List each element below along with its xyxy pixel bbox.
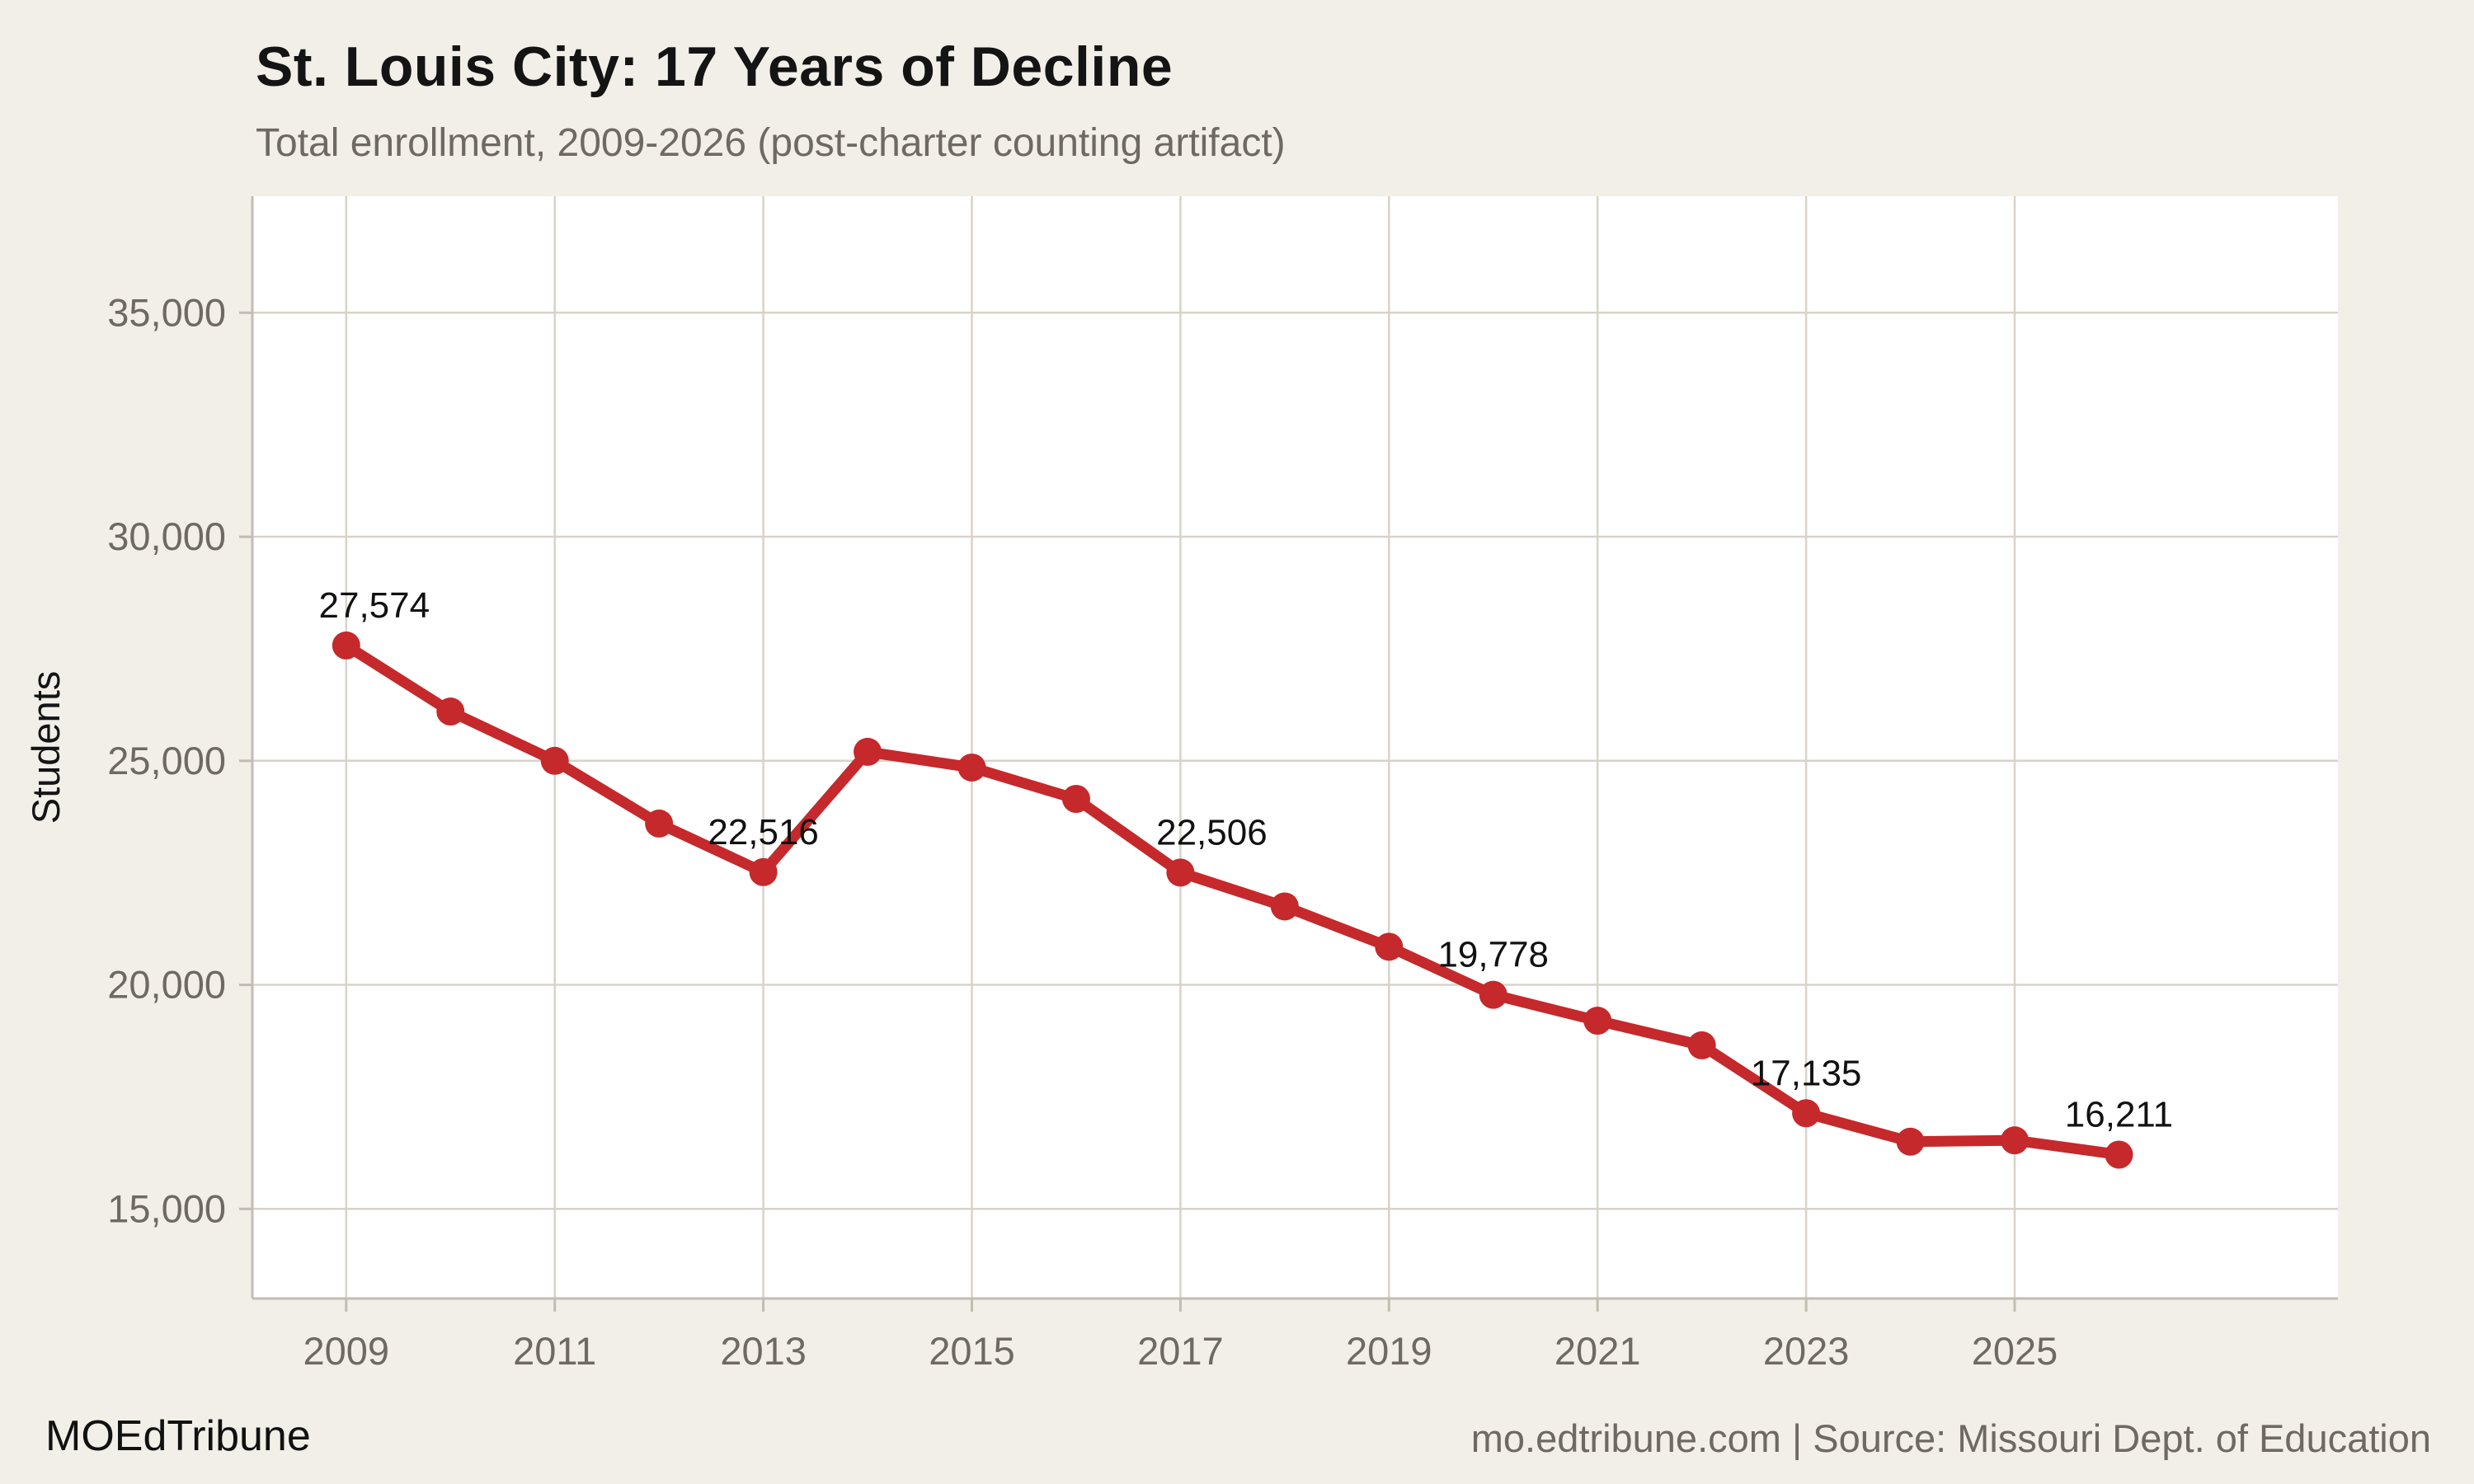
point-label-2009: 27,574: [319, 585, 430, 626]
y-tick-label: 25,000: [107, 739, 226, 782]
x-tick-label: 2015: [929, 1329, 1015, 1373]
data-point-2016: [1061, 785, 1090, 814]
data-point-2017: [1166, 858, 1195, 887]
data-point-2010: [436, 697, 465, 726]
data-point-2018: [1270, 892, 1299, 921]
source-attribution: mo.edtribune.com | Source: Missouri Dept…: [1470, 1416, 2431, 1460]
page-subtitle: Total enrollment, 2009-2026 (post-charte…: [256, 121, 1286, 165]
data-point-2023: [1792, 1099, 1821, 1128]
point-label-2017: 22,506: [1156, 812, 1268, 852]
data-point-2020: [1479, 980, 1507, 1009]
brand-wordmark: MOEdTribune: [45, 1412, 311, 1460]
x-tick-label: 2013: [720, 1329, 807, 1373]
plot-area: [252, 196, 2338, 1298]
data-point-2024: [1896, 1127, 1925, 1156]
x-tick-label: 2021: [1554, 1329, 1641, 1373]
data-point-2019: [1375, 932, 1404, 961]
data-point-2012: [645, 809, 674, 838]
point-label-2023: 17,135: [1751, 1053, 1862, 1093]
point-label-2013: 22,516: [708, 812, 819, 852]
y-tick-label: 35,000: [107, 290, 226, 334]
data-point-2011: [540, 746, 569, 775]
y-tick-label: 20,000: [107, 963, 226, 1007]
x-tick-label: 2009: [303, 1329, 390, 1373]
point-label-2026: 16,211: [2065, 1094, 2173, 1134]
data-point-2015: [957, 753, 986, 782]
x-tick-label: 2019: [1346, 1329, 1432, 1373]
page-title: St. Louis City: 17 Years of Decline: [256, 35, 1174, 98]
data-point-2021: [1583, 1007, 1612, 1036]
x-tick-label: 2023: [1763, 1329, 1850, 1373]
data-point-2013: [749, 857, 778, 886]
data-point-2025: [2001, 1126, 2030, 1155]
y-tick-label: 15,000: [107, 1186, 226, 1230]
y-axis-title: Students: [24, 671, 68, 824]
data-point-2026: [2105, 1140, 2133, 1169]
enrollment-line: [341, 640, 2124, 1160]
x-tick-label: 2025: [1972, 1329, 2058, 1373]
y-tick-label: 30,000: [107, 514, 226, 558]
x-tick-label: 2011: [513, 1329, 596, 1373]
x-tick-label: 2017: [1137, 1329, 1224, 1373]
point-label-2020: 19,778: [1437, 935, 1549, 975]
data-point-2022: [1687, 1031, 1716, 1059]
data-point-2009: [332, 631, 360, 660]
data-point-2014: [854, 737, 882, 766]
